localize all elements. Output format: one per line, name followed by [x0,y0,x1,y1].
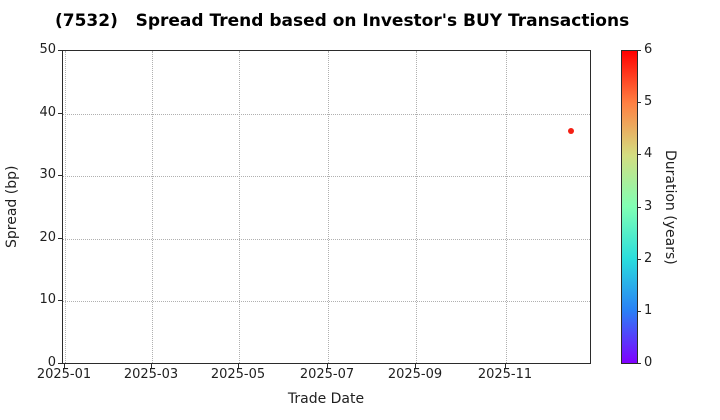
y-tick-mark [58,300,62,301]
y-tick-mark [58,363,62,364]
horizontal-gridline [63,239,590,240]
colorbar-tick-mark [637,207,641,208]
x-tick-label: 2025-09 [387,367,443,382]
colorbar-tick-label: 2 [644,251,653,266]
horizontal-gridline [63,114,590,115]
x-tick-mark [238,364,239,368]
vertical-gridline [416,51,417,363]
x-tick-mark [327,364,328,368]
vertical-gridline [328,51,329,363]
colorbar-tick-mark [637,50,641,51]
y-tick-label: 0 [47,355,56,370]
colorbar-tick-label: 5 [644,94,653,109]
y-tick-mark [58,113,62,114]
y-tick-label: 20 [39,230,56,245]
x-tick-mark [415,364,416,368]
x-tick-label: 2025-07 [299,367,355,382]
x-tick-mark [151,364,152,368]
colorbar-tick-label: 0 [644,355,653,370]
vertical-gridline [239,51,240,363]
y-tick-label: 30 [39,167,56,182]
colorbar-tick-mark [637,102,641,103]
chart-title: (7532) Spread Trend based on Investor's … [55,11,630,31]
plot-area [62,50,591,364]
x-tick-mark [505,364,506,368]
colorbar-tick-mark [637,311,641,312]
x-axis-label: Trade Date [287,391,365,407]
y-tick-mark [58,50,62,51]
y-tick-label: 10 [39,292,56,307]
y-tick-label: 50 [39,42,56,57]
x-tick-label: 2025-03 [123,367,179,382]
y-tick-label: 40 [39,105,56,120]
vertical-gridline [506,51,507,363]
x-tick-label: 2025-01 [36,367,92,382]
colorbar-gradient [621,50,638,364]
colorbar-tick-mark [637,363,641,364]
x-tick-label: 2025-05 [210,367,266,382]
colorbar-tick-label: 3 [644,199,653,214]
x-tick-label: 2025-11 [477,367,533,382]
horizontal-gridline [63,176,590,177]
y-tick-mark [58,238,62,239]
x-tick-mark [64,364,65,368]
colorbar-tick-mark [637,154,641,155]
colorbar-tick-label: 1 [644,303,653,318]
y-axis-label: Spread (bp) [4,165,20,249]
colorbar-axis-label: Duration (years) [662,149,678,265]
vertical-gridline [152,51,153,363]
vertical-gridline [65,51,66,363]
colorbar-tick-label: 4 [644,146,653,161]
colorbar-tick-mark [637,259,641,260]
y-tick-mark [58,175,62,176]
horizontal-gridline [63,301,590,302]
colorbar-tick-label: 6 [644,42,653,57]
data-point [568,128,574,134]
